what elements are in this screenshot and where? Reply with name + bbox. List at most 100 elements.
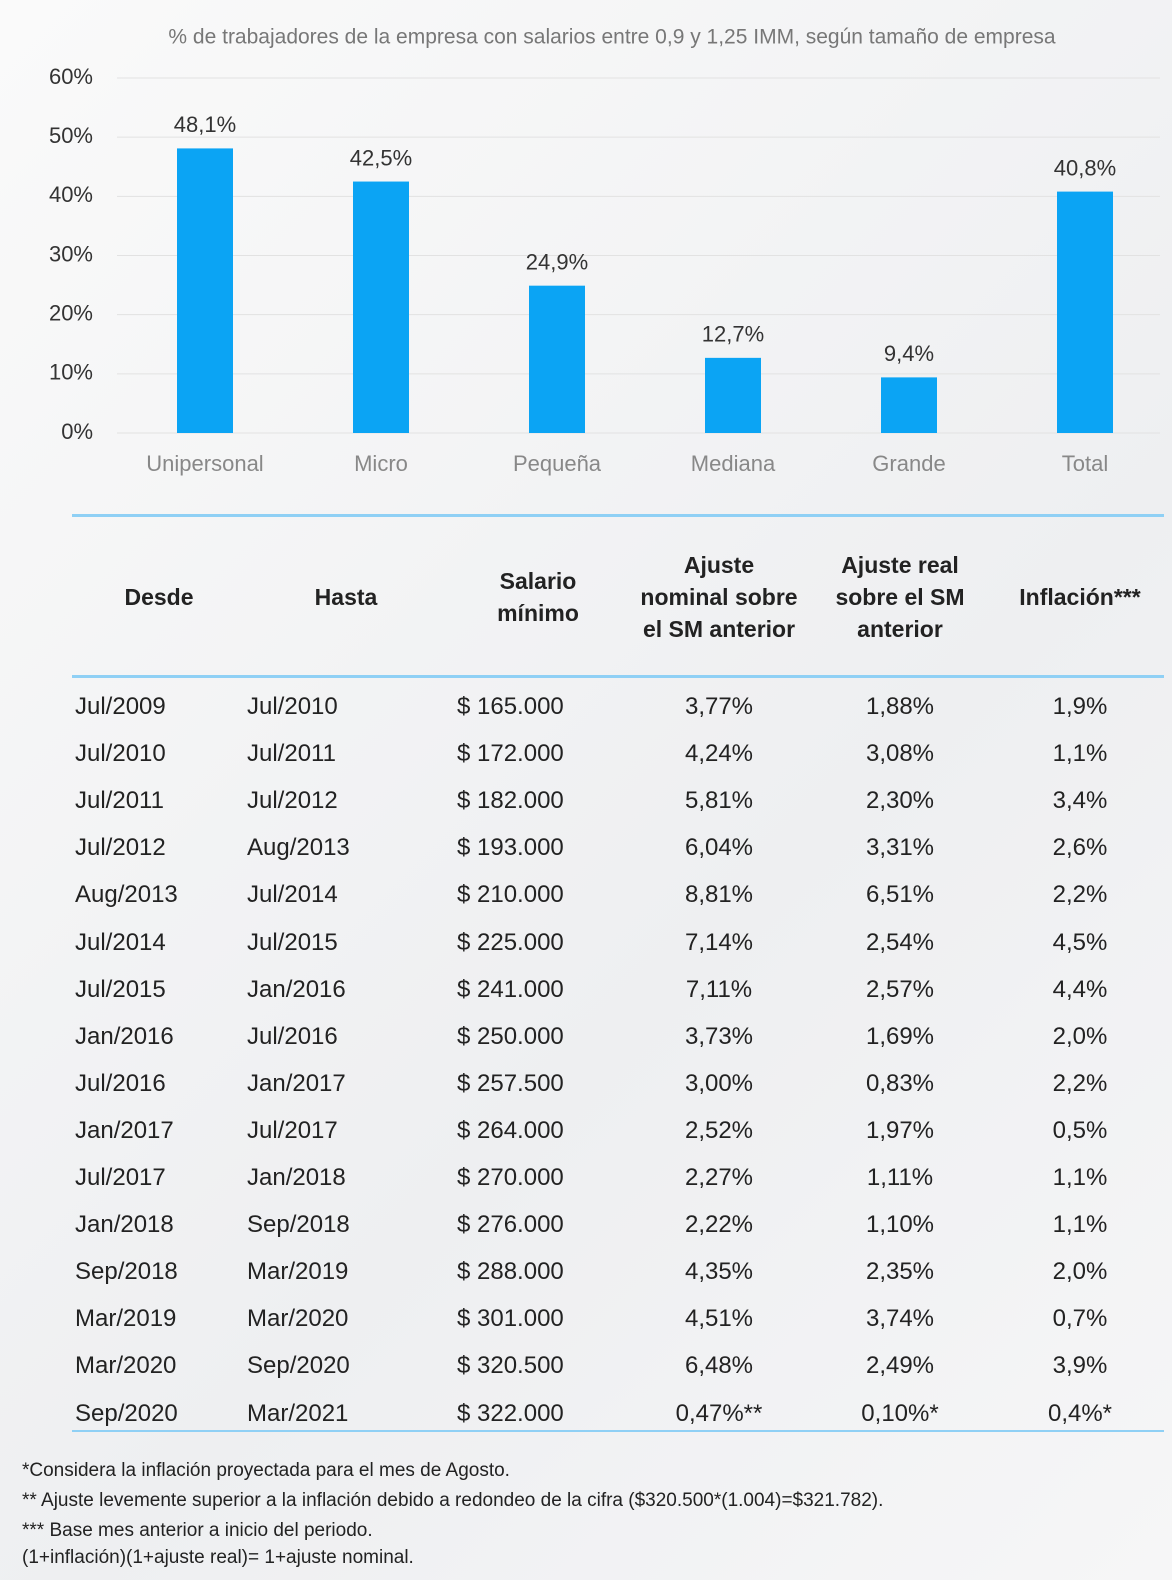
x-tick-label: Unipersonal — [146, 451, 263, 476]
table-cell: Jul/2011 — [75, 787, 164, 815]
table-cell: Jul/2017 — [75, 1164, 166, 1191]
y-tick-label: 30% — [49, 241, 93, 266]
table-cell: 2,2% — [1052, 1069, 1108, 1097]
table-cell: $ 276.000 — [457, 1211, 564, 1239]
table-cell: 4,5% — [1052, 928, 1108, 956]
table-cell: 3,31% — [865, 834, 935, 862]
table-cell: 1,69% — [865, 1022, 935, 1050]
table-cell: 0,83% — [865, 1069, 935, 1097]
table-cell: 3,77% — [684, 693, 754, 720]
table-cell: $ 301.000 — [457, 1305, 564, 1333]
table-cell: $ 193.000 — [457, 834, 564, 862]
table-cell: 1,1% — [1052, 1164, 1108, 1191]
y-tick-label: 50% — [49, 123, 93, 148]
table-cell: 4,35% — [684, 1258, 754, 1286]
bar — [705, 357, 761, 433]
table-cell: 1,9% — [1052, 693, 1108, 720]
table-cell: Jul/2012 — [75, 834, 166, 862]
table-cell: Mar/2019 — [247, 1258, 349, 1286]
x-tick-label: Pequeña — [513, 451, 602, 476]
y-tick-label: 20% — [49, 300, 93, 325]
table-header-rule — [72, 675, 1164, 678]
table-cell: 2,0% — [1052, 1258, 1108, 1286]
table-cell: $ 172.000 — [457, 740, 564, 768]
table-cell: Sep/2018 — [247, 1211, 350, 1239]
table-cell: 2,22% — [684, 1211, 754, 1239]
table-cell: 6,04% — [684, 834, 754, 862]
table-cell: 7,14% — [684, 928, 754, 956]
header-cell: Inflación*** — [1019, 584, 1141, 610]
header-cell: Desde — [124, 584, 194, 610]
table-cell: 3,4% — [1052, 787, 1108, 815]
table-cell: 1,1% — [1052, 1211, 1108, 1239]
table-cell: 1,88% — [865, 693, 935, 720]
table-top-rule — [72, 514, 1164, 517]
table-cell: $ 250.000 — [457, 1022, 564, 1050]
value-label: 12,7% — [702, 322, 764, 347]
table-cell: Mar/2020 — [75, 1352, 177, 1380]
table-cell: $ 322.000 — [457, 1399, 564, 1427]
table-cell: 4,51% — [684, 1305, 754, 1333]
table-cell: 6,51% — [865, 881, 935, 909]
bar — [881, 377, 937, 433]
table-cell: $ 225.000 — [457, 928, 564, 956]
table-cell: 0,5% — [1052, 1116, 1108, 1144]
table-cell: 3,00% — [684, 1069, 754, 1097]
x-tick-label: Total — [1062, 451, 1108, 476]
table-cell: 2,27% — [684, 1164, 754, 1191]
table-cell: Jul/2010 — [247, 693, 338, 720]
table-cell: Jan/2016 — [75, 1022, 174, 1050]
table-cell: Jul/2015 — [75, 975, 166, 1003]
table-cell: Jul/2014 — [75, 928, 166, 956]
table-cell: 2,52% — [684, 1116, 754, 1144]
table-cell: Jan/2018 — [75, 1211, 174, 1239]
table-cell: Sep/2018 — [75, 1258, 178, 1286]
table-cell: 1,1% — [1052, 740, 1108, 768]
header-cell: Ajuste real sobre el SM anterior — [835, 552, 965, 642]
table-cell: 6,48% — [684, 1352, 754, 1380]
table-cell: 0,4%* — [1047, 1399, 1113, 1427]
table-cell: 7,11% — [685, 975, 753, 1003]
footnote: ** Ajuste levemente superior a la inflac… — [22, 1490, 884, 1511]
value-label: 48,1% — [174, 112, 236, 137]
header-cell: Hasta — [314, 584, 378, 610]
table-cell: Sep/2020 — [75, 1399, 178, 1427]
table-cell: $ 320.500 — [457, 1352, 564, 1380]
table-cell: $ 270.000 — [457, 1164, 564, 1191]
table-cell: Jul/2016 — [247, 1022, 338, 1050]
table-cell: 2,35% — [865, 1258, 935, 1286]
table-cell: Jan/2018 — [247, 1164, 346, 1191]
footnote: *** Base mes anterior a inicio del perio… — [22, 1520, 373, 1541]
bar — [353, 181, 409, 433]
table-cell: 3,9% — [1052, 1352, 1108, 1380]
x-tick-label: Mediana — [691, 451, 776, 476]
x-tick-label: Grande — [872, 451, 945, 476]
chart-title: % de trabajadores de la empresa con sala… — [168, 26, 1055, 49]
table-cell: 4,24% — [684, 740, 754, 768]
table-cell: Aug/2013 — [75, 881, 178, 909]
table-cell: Mar/2021 — [247, 1399, 349, 1427]
table-cell: Mar/2019 — [75, 1305, 177, 1333]
header-cell: Salario mínimo — [497, 568, 579, 626]
x-tick-label: Micro — [354, 451, 408, 476]
table-cell: Jul/2014 — [247, 881, 338, 909]
table-cell: 4,4% — [1052, 975, 1108, 1003]
table-cell: 2,6% — [1052, 834, 1108, 862]
table-cell: Jul/2017 — [247, 1116, 338, 1144]
footnote: *Considera la inflación proyectada para … — [22, 1460, 510, 1481]
table-cell: $ 165.000 — [457, 693, 564, 720]
table-cell: 1,11% — [866, 1164, 934, 1191]
table-cell: Jul/2015 — [247, 928, 338, 956]
header-cell: Ajuste nominal sobre el SM anterior — [640, 552, 798, 642]
table-cell: 2,49% — [865, 1352, 935, 1380]
footnote: (1+inflación)(1+ajuste real)= 1+ajuste n… — [22, 1547, 414, 1568]
table-cell: Jul/2009 — [75, 693, 166, 720]
table-cell: $ 241.000 — [457, 975, 564, 1003]
value-label: 40,8% — [1054, 155, 1116, 180]
table-cell: Mar/2020 — [247, 1305, 349, 1333]
table-cell: 2,54% — [865, 928, 935, 956]
table-cell: 2,30% — [865, 787, 935, 815]
value-label: 9,4% — [884, 341, 934, 366]
table-cell: 8,81% — [684, 881, 754, 909]
